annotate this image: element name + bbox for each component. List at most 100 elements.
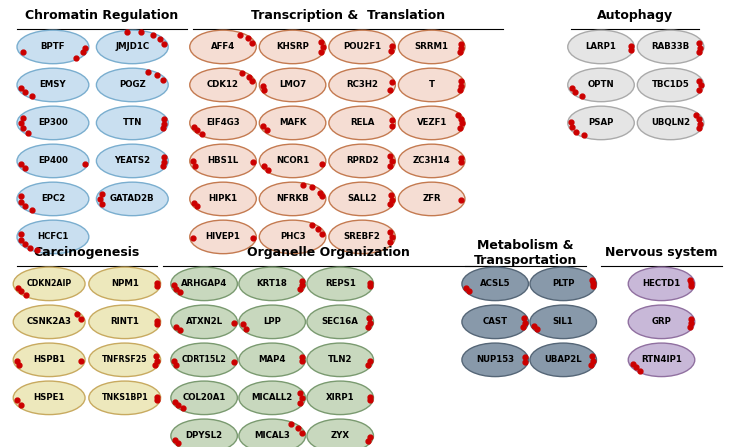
Ellipse shape <box>329 68 395 101</box>
Ellipse shape <box>190 182 256 215</box>
Text: Metabolism &
Transportation: Metabolism & Transportation <box>474 239 577 266</box>
Text: RELA: RELA <box>350 118 374 127</box>
Text: OPTN: OPTN <box>587 80 615 89</box>
Ellipse shape <box>171 267 237 300</box>
Text: MAFK: MAFK <box>279 118 306 127</box>
Text: TNFRSF25: TNFRSF25 <box>102 355 147 364</box>
Ellipse shape <box>462 267 528 300</box>
Text: RAB33B: RAB33B <box>652 42 689 51</box>
Ellipse shape <box>13 267 85 300</box>
Text: CAST: CAST <box>482 317 508 326</box>
Text: SALL2: SALL2 <box>347 194 377 203</box>
Text: SIL1: SIL1 <box>553 317 574 326</box>
Ellipse shape <box>637 30 704 63</box>
Text: GRP: GRP <box>652 317 671 326</box>
Ellipse shape <box>239 343 305 376</box>
Ellipse shape <box>530 343 596 376</box>
Ellipse shape <box>329 144 395 178</box>
Ellipse shape <box>13 381 85 415</box>
Ellipse shape <box>637 68 704 101</box>
Ellipse shape <box>17 68 89 101</box>
Ellipse shape <box>171 419 237 447</box>
Ellipse shape <box>307 267 373 300</box>
Ellipse shape <box>628 267 695 300</box>
Ellipse shape <box>89 343 160 376</box>
Text: SRRM1: SRRM1 <box>415 42 448 51</box>
Text: REPS1: REPS1 <box>325 279 355 288</box>
Ellipse shape <box>190 30 256 63</box>
Text: ZC3H14: ZC3H14 <box>413 156 451 165</box>
Ellipse shape <box>628 305 695 339</box>
Text: Nervous system: Nervous system <box>606 246 717 259</box>
Ellipse shape <box>568 68 634 101</box>
Ellipse shape <box>329 220 395 254</box>
Text: DPYSL2: DPYSL2 <box>185 431 223 440</box>
Text: POU2F1: POU2F1 <box>343 42 381 51</box>
Ellipse shape <box>259 144 326 178</box>
Ellipse shape <box>398 106 465 139</box>
Ellipse shape <box>96 30 168 63</box>
Ellipse shape <box>239 267 305 300</box>
Ellipse shape <box>89 381 160 415</box>
Text: LMO7: LMO7 <box>279 80 306 89</box>
Text: GATAD2B: GATAD2B <box>110 194 155 203</box>
Text: RPRD2: RPRD2 <box>345 156 379 165</box>
Text: HSPE1: HSPE1 <box>33 393 65 402</box>
Ellipse shape <box>17 182 89 215</box>
Text: SREBF2: SREBF2 <box>344 232 380 241</box>
Text: UBQLN2: UBQLN2 <box>651 118 690 127</box>
Text: KRT18: KRT18 <box>257 279 287 288</box>
Text: Chromatin Regulation: Chromatin Regulation <box>26 9 178 22</box>
Text: HECTD1: HECTD1 <box>643 279 680 288</box>
Ellipse shape <box>17 144 89 178</box>
Text: ATXN2L: ATXN2L <box>185 317 223 326</box>
Ellipse shape <box>329 30 395 63</box>
Text: HSPB1: HSPB1 <box>33 355 65 364</box>
Ellipse shape <box>96 182 168 215</box>
Ellipse shape <box>259 30 326 63</box>
Text: XIRP1: XIRP1 <box>326 393 355 402</box>
Text: NCOR1: NCOR1 <box>276 156 309 165</box>
Text: PHC3: PHC3 <box>280 232 305 241</box>
Ellipse shape <box>259 220 326 254</box>
Text: Carcinogenesis: Carcinogenesis <box>34 246 140 259</box>
Text: EP400: EP400 <box>38 156 68 165</box>
Ellipse shape <box>628 343 695 376</box>
Text: EIF4G3: EIF4G3 <box>206 118 240 127</box>
Ellipse shape <box>190 220 256 254</box>
Text: POGZ: POGZ <box>119 80 146 89</box>
Text: Autophagy: Autophagy <box>597 9 673 22</box>
Ellipse shape <box>17 106 89 139</box>
Text: RTN4IP1: RTN4IP1 <box>641 355 682 364</box>
Text: AFF4: AFF4 <box>211 42 235 51</box>
Ellipse shape <box>462 343 528 376</box>
Text: CDRT15L2: CDRT15L2 <box>181 355 227 364</box>
Text: TTN: TTN <box>122 118 142 127</box>
Ellipse shape <box>462 305 528 339</box>
Text: VEZF1: VEZF1 <box>417 118 447 127</box>
Text: YEATS2: YEATS2 <box>114 156 150 165</box>
Text: RC3H2: RC3H2 <box>346 80 378 89</box>
Ellipse shape <box>398 30 465 63</box>
Ellipse shape <box>96 106 168 139</box>
Text: EMSY: EMSY <box>39 80 67 89</box>
Text: Transcription &  Translation: Transcription & Translation <box>251 9 445 22</box>
Ellipse shape <box>96 68 168 101</box>
Text: NPM1: NPM1 <box>111 279 138 288</box>
Text: ARHGAP4: ARHGAP4 <box>181 279 228 288</box>
Text: LPP: LPP <box>263 317 281 326</box>
Text: MICAL3: MICAL3 <box>254 431 290 440</box>
Ellipse shape <box>530 267 596 300</box>
Text: TLN2: TLN2 <box>328 355 352 364</box>
Ellipse shape <box>171 343 237 376</box>
Text: NUP153: NUP153 <box>476 355 514 364</box>
Ellipse shape <box>171 305 237 339</box>
Text: RINT1: RINT1 <box>110 317 139 326</box>
Text: KHSRP: KHSRP <box>276 42 309 51</box>
Ellipse shape <box>239 381 305 415</box>
Ellipse shape <box>259 182 326 215</box>
Text: COL20A1: COL20A1 <box>182 393 226 402</box>
Ellipse shape <box>17 220 89 254</box>
Text: HIPK1: HIPK1 <box>209 194 237 203</box>
Ellipse shape <box>329 106 395 139</box>
